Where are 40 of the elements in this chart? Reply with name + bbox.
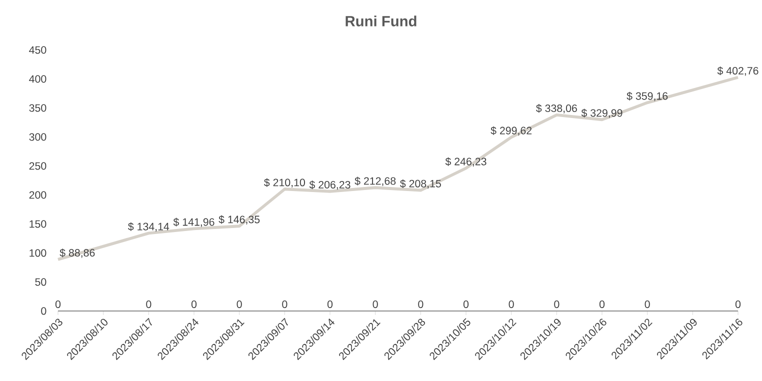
- data-label: 0: [644, 300, 650, 308]
- data-label: 0: [146, 300, 152, 308]
- data-label: 0: [418, 300, 424, 308]
- data-label: $ 134,14: [128, 222, 170, 232]
- data-label: 0: [599, 300, 605, 308]
- data-label: 0: [554, 300, 560, 308]
- y-tick-label: 450: [29, 46, 46, 54]
- data-label: 0: [327, 300, 333, 308]
- data-label: $ 402,76: [717, 66, 758, 76]
- data-label: $ 329,99: [581, 108, 622, 118]
- data-label: $ 208,15: [400, 179, 441, 189]
- data-label: $ 338,06: [536, 104, 577, 114]
- data-label: $ 212,68: [354, 176, 396, 186]
- data-label: $ 146,35: [218, 215, 260, 225]
- data-label: $ 246,23: [445, 157, 486, 167]
- y-tick-label: 0: [41, 307, 46, 315]
- y-tick-label: 100: [30, 249, 46, 257]
- data-label: 0: [236, 300, 242, 308]
- chart-title: Runi Fund: [346, 16, 416, 26]
- y-tick-label: 150: [30, 220, 46, 228]
- data-label: 0: [735, 300, 741, 308]
- y-tick-label: 400: [29, 75, 46, 83]
- y-tick-label: 200: [29, 191, 46, 199]
- data-label: $ 359,16: [626, 92, 668, 102]
- data-label: 0: [282, 300, 288, 308]
- line-series: [56, 76, 740, 261]
- data-label: $ 210,10: [264, 178, 306, 188]
- data-label: 0: [508, 300, 514, 308]
- data-label: 0: [191, 300, 197, 308]
- data-label: $ 206,23: [309, 180, 350, 190]
- y-tick-label: 250: [29, 162, 46, 170]
- data-label: 0: [463, 300, 469, 308]
- data-label: 0: [55, 300, 61, 308]
- data-label: $ 88,86: [60, 248, 95, 258]
- y-tick-label: 50: [35, 278, 46, 286]
- y-tick-label: 350: [29, 104, 46, 112]
- data-label: $ 299,62: [490, 126, 532, 136]
- y-tick-label: 300: [29, 133, 46, 141]
- data-label: $ 141,96: [173, 218, 214, 228]
- data-label: 0: [372, 300, 378, 308]
